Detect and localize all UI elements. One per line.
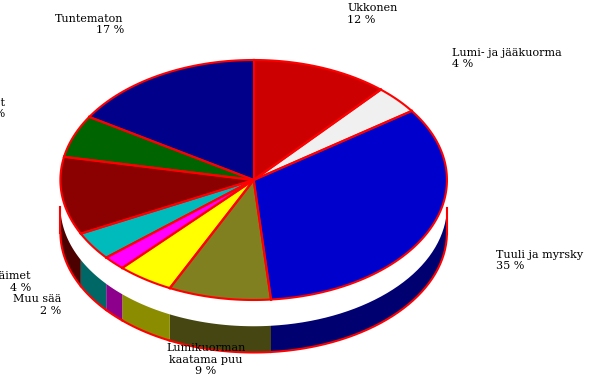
Text: Lumi- ja jääkuorma
4 %: Lumi- ja jääkuorma 4 % xyxy=(452,48,562,69)
Text: Eläimet
4 %: Eläimet 4 % xyxy=(0,271,31,293)
Polygon shape xyxy=(81,180,254,258)
Polygon shape xyxy=(106,284,122,321)
Text: Ulkopuoliset
6 %: Ulkopuoliset 6 % xyxy=(0,98,5,120)
Polygon shape xyxy=(254,111,447,300)
Polygon shape xyxy=(81,260,106,310)
Text: Lumikuorman
kaatama puu
9 %: Lumikuorman kaatama puu 9 % xyxy=(166,343,246,375)
Text: Tuuli ja myrsky
35 %: Tuuli ja myrsky 35 % xyxy=(496,250,583,271)
Polygon shape xyxy=(60,207,81,286)
Polygon shape xyxy=(60,157,254,234)
Text: Ukkonen
12 %: Ukkonen 12 % xyxy=(347,3,398,25)
Polygon shape xyxy=(170,180,271,300)
Polygon shape xyxy=(122,180,254,288)
Polygon shape xyxy=(64,117,254,180)
Polygon shape xyxy=(89,60,254,180)
Polygon shape xyxy=(254,60,381,180)
Text: Tuntematon
17 %: Tuntematon 17 % xyxy=(56,14,124,35)
Text: Muu sää
2 %: Muu sää 2 % xyxy=(13,294,61,316)
Polygon shape xyxy=(271,208,447,352)
Polygon shape xyxy=(106,180,254,268)
Polygon shape xyxy=(254,90,412,180)
Polygon shape xyxy=(170,314,271,352)
Polygon shape xyxy=(122,294,170,340)
